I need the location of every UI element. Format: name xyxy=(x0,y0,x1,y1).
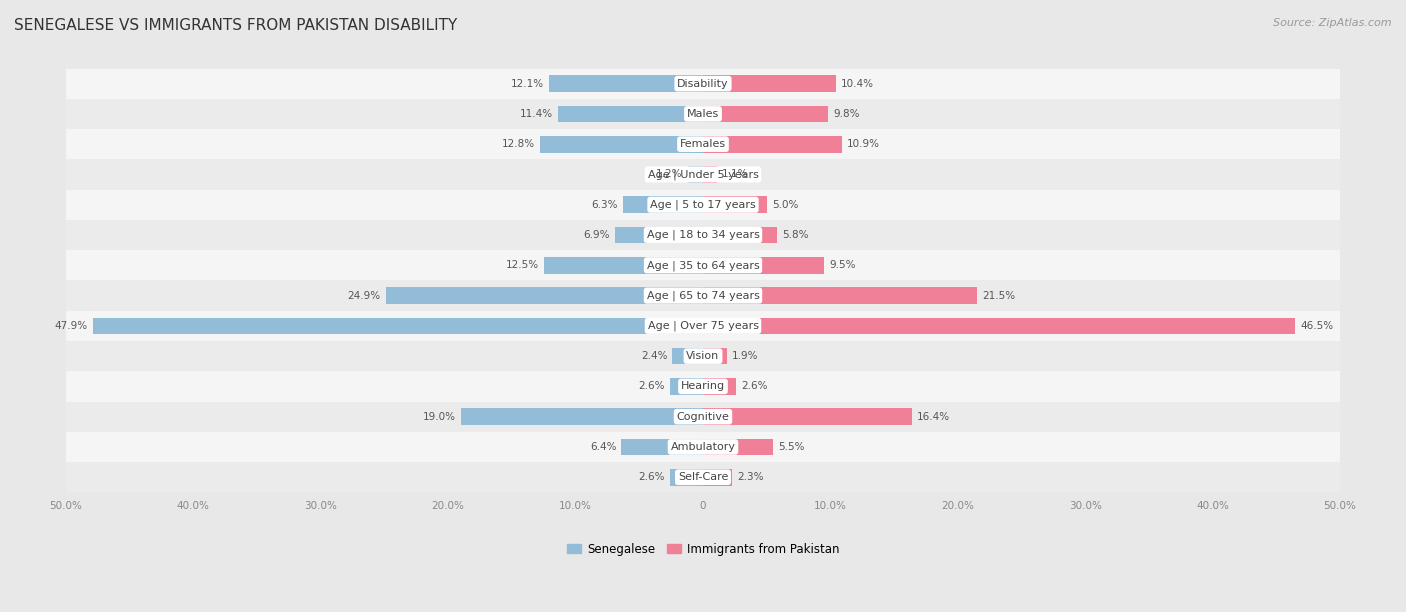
Bar xyxy=(703,469,733,485)
Bar xyxy=(66,190,1340,220)
Bar xyxy=(66,129,1340,159)
Bar xyxy=(66,220,1340,250)
Bar xyxy=(669,378,703,395)
Text: 5.5%: 5.5% xyxy=(778,442,804,452)
Bar xyxy=(672,348,703,365)
Text: 2.6%: 2.6% xyxy=(638,381,665,392)
Text: 11.4%: 11.4% xyxy=(520,109,553,119)
Text: 5.0%: 5.0% xyxy=(772,200,799,210)
Text: 46.5%: 46.5% xyxy=(1301,321,1334,331)
Text: Females: Females xyxy=(681,139,725,149)
Text: 10.4%: 10.4% xyxy=(841,78,873,89)
Text: Age | 65 to 74 years: Age | 65 to 74 years xyxy=(647,290,759,301)
Bar xyxy=(66,159,1340,190)
Text: 9.5%: 9.5% xyxy=(830,260,856,271)
Text: 12.5%: 12.5% xyxy=(506,260,538,271)
Text: Source: ZipAtlas.com: Source: ZipAtlas.com xyxy=(1274,18,1392,28)
Bar xyxy=(703,408,912,425)
Bar xyxy=(623,196,703,213)
Text: 2.3%: 2.3% xyxy=(737,472,763,482)
Bar xyxy=(66,401,1340,432)
Bar xyxy=(548,75,703,92)
Text: Age | Under 5 years: Age | Under 5 years xyxy=(648,169,758,180)
Text: 2.6%: 2.6% xyxy=(741,381,768,392)
Text: Hearing: Hearing xyxy=(681,381,725,392)
Text: Ambulatory: Ambulatory xyxy=(671,442,735,452)
Text: Vision: Vision xyxy=(686,351,720,361)
Bar xyxy=(544,257,703,274)
Text: 47.9%: 47.9% xyxy=(55,321,87,331)
Text: Age | Over 75 years: Age | Over 75 years xyxy=(648,321,758,331)
Bar xyxy=(66,341,1340,371)
Text: 21.5%: 21.5% xyxy=(981,291,1015,300)
Bar xyxy=(703,287,977,304)
Bar xyxy=(461,408,703,425)
Text: Age | 18 to 34 years: Age | 18 to 34 years xyxy=(647,230,759,241)
Text: 2.4%: 2.4% xyxy=(641,351,668,361)
Bar xyxy=(621,439,703,455)
Bar xyxy=(66,69,1340,99)
Text: 1.1%: 1.1% xyxy=(723,170,748,179)
Text: 9.8%: 9.8% xyxy=(832,109,859,119)
Bar xyxy=(703,106,828,122)
Text: 12.1%: 12.1% xyxy=(510,78,544,89)
Text: Age | 5 to 17 years: Age | 5 to 17 years xyxy=(650,200,756,210)
Bar xyxy=(66,371,1340,401)
Text: 6.4%: 6.4% xyxy=(591,442,616,452)
Bar xyxy=(66,462,1340,493)
Bar xyxy=(93,318,703,334)
Text: 19.0%: 19.0% xyxy=(423,412,456,422)
Bar xyxy=(703,318,1295,334)
Text: 5.8%: 5.8% xyxy=(782,230,808,240)
Text: SENEGALESE VS IMMIGRANTS FROM PAKISTAN DISABILITY: SENEGALESE VS IMMIGRANTS FROM PAKISTAN D… xyxy=(14,18,457,34)
Text: 6.3%: 6.3% xyxy=(591,200,617,210)
Bar xyxy=(688,166,703,183)
Bar xyxy=(558,106,703,122)
Text: 16.4%: 16.4% xyxy=(917,412,950,422)
Bar xyxy=(703,75,835,92)
Bar xyxy=(66,280,1340,311)
Text: 10.9%: 10.9% xyxy=(846,139,880,149)
Text: Males: Males xyxy=(688,109,718,119)
Bar xyxy=(66,99,1340,129)
Bar xyxy=(703,439,773,455)
Bar xyxy=(703,226,778,244)
Bar xyxy=(385,287,703,304)
Text: 1.9%: 1.9% xyxy=(733,351,759,361)
Bar xyxy=(66,432,1340,462)
Bar xyxy=(703,166,717,183)
Bar xyxy=(614,226,703,244)
Bar xyxy=(66,311,1340,341)
Bar xyxy=(703,196,766,213)
Text: Cognitive: Cognitive xyxy=(676,412,730,422)
Legend: Senegalese, Immigrants from Pakistan: Senegalese, Immigrants from Pakistan xyxy=(562,538,844,560)
Bar xyxy=(703,136,842,152)
Bar xyxy=(66,250,1340,280)
Text: 12.8%: 12.8% xyxy=(502,139,534,149)
Bar xyxy=(669,469,703,485)
Text: 1.2%: 1.2% xyxy=(657,170,683,179)
Text: Disability: Disability xyxy=(678,78,728,89)
Text: 2.6%: 2.6% xyxy=(638,472,665,482)
Bar xyxy=(703,348,727,365)
Bar xyxy=(703,378,737,395)
Bar xyxy=(703,257,824,274)
Text: 24.9%: 24.9% xyxy=(347,291,381,300)
Bar xyxy=(540,136,703,152)
Text: 6.9%: 6.9% xyxy=(583,230,610,240)
Text: Self-Care: Self-Care xyxy=(678,472,728,482)
Text: Age | 35 to 64 years: Age | 35 to 64 years xyxy=(647,260,759,271)
